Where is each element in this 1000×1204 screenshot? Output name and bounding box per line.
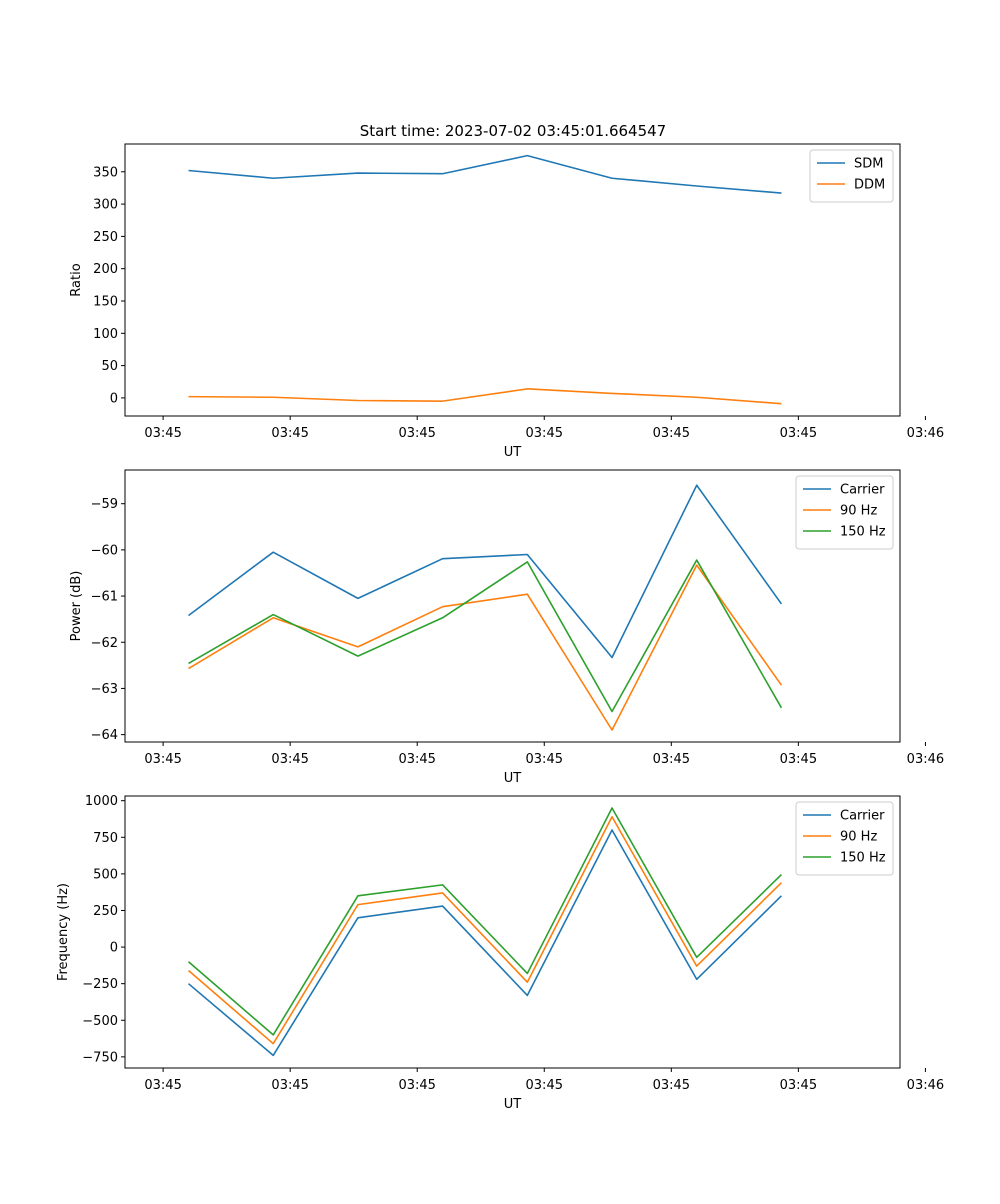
frequency-x-tick-label: 03:45 <box>144 1078 181 1093</box>
frequency-chart: −750 −500 −250 0 250 500 750 1000 03:45 03:45 03:4… <box>56 794 944 1112</box>
figure-title: Start time: 2023-07-02 03:45:01.664547 <box>360 122 666 140</box>
frequency-x-axis-label: UT <box>504 1097 522 1112</box>
ratio-y-tick-label: 200 <box>93 262 118 277</box>
power-legend-label-carrier: Carrier <box>840 483 885 498</box>
frequency-x-tick-label: 03:45 <box>271 1078 308 1093</box>
ratio-x-tick-label: 03:45 <box>653 426 690 441</box>
power-x-axis-label: UT <box>504 771 522 786</box>
frequency-y-tick-label: 0 <box>110 941 118 956</box>
ratio-series-sdm-line <box>188 154 782 194</box>
ratio-x-tick-label: 03:45 <box>526 426 563 441</box>
ratio-axes-frame <box>124 143 901 417</box>
ratio-y-tick-label: 350 <box>93 165 118 180</box>
frequency-y-tick-label: 250 <box>93 904 118 919</box>
ratio-y-tick-label: 150 <box>93 294 118 309</box>
ratio-x-axis-label: UT <box>504 445 522 460</box>
ratio-chart: 0 50 100 150 200 250 300 350 03:45 03:45 03:45 03:4… <box>69 143 944 460</box>
ratio-y-axis-label: Ratio <box>69 263 84 296</box>
frequency-x-tick-label: 03:45 <box>653 1078 690 1093</box>
power-x-tick-label: 03:45 <box>144 752 181 767</box>
ratio-x-tick-label: 03:46 <box>907 426 944 441</box>
frequency-x-tick-label: 03:45 <box>398 1078 435 1093</box>
power-legend-label-90-hz: 90 Hz <box>840 504 877 519</box>
power-y-tick-label: −64 <box>91 728 118 743</box>
power-axes-frame <box>124 469 901 743</box>
power-legend: Carrier 90 Hz 150 Hz <box>795 475 894 550</box>
ratio-x-tick-label: 03:45 <box>398 426 435 441</box>
frequency-y-tick-label: −750 <box>82 1050 118 1065</box>
ratio-series-ddm-line <box>188 388 782 405</box>
frequency-series-90-hz-line <box>187 815 782 1045</box>
frequency-y-tick-label: 750 <box>93 831 118 846</box>
power-x-tick-label: 03:45 <box>653 752 690 767</box>
frequency-y-tick-label: 500 <box>93 867 118 882</box>
frequency-series-150-hz-line <box>187 807 782 1036</box>
power-y-tick-label: −62 <box>91 636 118 651</box>
power-legend-label-150-hz: 150 Hz <box>840 525 886 540</box>
ratio-legend-label-sdm: SDM <box>854 157 883 172</box>
ratio-y-tick-label: 100 <box>93 327 118 342</box>
power-x-tick-label: 03:45 <box>780 752 817 767</box>
frequency-x-tick-label: 03:45 <box>780 1078 817 1093</box>
ratio-y-tick-label: 50 <box>101 359 118 374</box>
ratio-y-tick-label: 0 <box>110 391 118 406</box>
power-series-carrier-line <box>188 484 783 659</box>
power-y-axis-label: Power (dB) <box>69 571 84 642</box>
ratio-x-tick-label: 03:45 <box>144 426 181 441</box>
frequency-y-tick-label: −250 <box>82 977 118 992</box>
frequency-y-tick-label: −500 <box>82 1014 118 1029</box>
power-y-tick-label: −61 <box>91 590 118 605</box>
frequency-y-tick-label: 1000 <box>85 794 118 809</box>
frequency-series-carrier-line <box>188 829 782 1057</box>
frequency-legend-label-150-hz: 150 Hz <box>840 851 886 866</box>
power-series-90-hz-line <box>188 564 783 731</box>
frequency-y-axis-label: Frequency (Hz) <box>56 883 71 981</box>
power-y-tick-label: −63 <box>91 682 118 697</box>
frequency-legend-label-90-hz: 90 Hz <box>840 830 877 845</box>
ratio-legend-label-ddm: DDM <box>854 178 885 193</box>
frequency-x-tick-label: 03:46 <box>907 1078 944 1093</box>
power-y-tick-label: −60 <box>91 543 118 558</box>
frequency-legend-label-carrier: Carrier <box>840 809 885 824</box>
frequency-x-tick-label: 03:45 <box>526 1078 563 1093</box>
ratio-y-tick-label: 300 <box>93 198 118 213</box>
power-x-tick-label: 03:45 <box>271 752 308 767</box>
power-x-tick-label: 03:46 <box>907 752 944 767</box>
frequency-axes-frame <box>124 795 901 1069</box>
power-series-150-hz-line <box>188 559 783 713</box>
power-chart: −64 −63 −62 −61 −60 −59 03:45 03:45 03:45 03:45 03… <box>69 469 944 786</box>
ratio-x-tick-label: 03:45 <box>780 426 817 441</box>
power-x-tick-label: 03:45 <box>398 752 435 767</box>
ratio-legend: SDM DDM <box>809 149 894 203</box>
ratio-y-tick-label: 250 <box>93 230 118 245</box>
power-x-tick-label: 03:45 <box>526 752 563 767</box>
power-y-tick-label: −59 <box>91 497 118 512</box>
frequency-legend: Carrier 90 Hz 150 Hz <box>795 801 894 876</box>
ratio-x-tick-label: 03:45 <box>271 426 308 441</box>
